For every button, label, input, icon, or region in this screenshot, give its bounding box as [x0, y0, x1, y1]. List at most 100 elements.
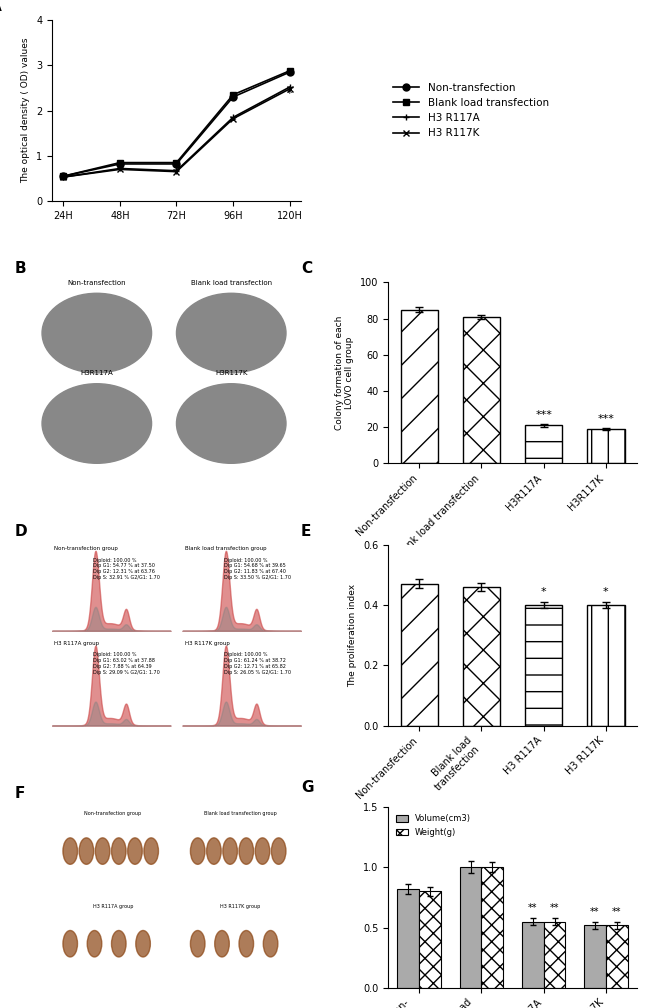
Text: Blank load transfection: Blank load transfection	[190, 280, 272, 286]
Circle shape	[42, 384, 151, 464]
Y-axis label: The optical density ( OD) values: The optical density ( OD) values	[21, 38, 31, 183]
Ellipse shape	[223, 838, 237, 864]
Ellipse shape	[127, 838, 142, 864]
Text: ***: ***	[597, 414, 614, 424]
Ellipse shape	[79, 838, 94, 864]
Text: H3 R117K group: H3 R117K group	[185, 641, 229, 646]
Circle shape	[176, 293, 286, 373]
Ellipse shape	[214, 930, 229, 957]
Bar	[463, 317, 500, 464]
Text: G: G	[301, 780, 313, 795]
Non-transfection	[229, 91, 237, 103]
Text: Diploid: 100.00 %
Dip G1: 54.68 % at 39.65
Dip G2: 11.83 % at 67.40
Dip S: 33.50: Diploid: 100.00 % Dip G1: 54.68 % at 39.…	[224, 557, 291, 580]
Text: D: D	[15, 523, 27, 538]
Non-transfection	[116, 158, 124, 170]
Text: *: *	[230, 116, 236, 126]
Circle shape	[176, 384, 286, 464]
Blank load transfection	[116, 156, 124, 168]
Blank load transfection	[229, 89, 237, 101]
Text: H3 R117A group: H3 R117A group	[92, 904, 133, 909]
Ellipse shape	[263, 930, 278, 957]
H3 R117K	[229, 113, 237, 125]
Ellipse shape	[272, 838, 286, 864]
Blank load transfection	[59, 170, 67, 182]
Bar	[525, 605, 562, 726]
Text: Non-transfection group: Non-transfection group	[55, 546, 118, 551]
Bar	[400, 584, 438, 726]
Ellipse shape	[239, 930, 254, 957]
Text: Blank load transfection group: Blank load transfection group	[185, 546, 266, 551]
Ellipse shape	[190, 838, 205, 864]
Text: Blank load transfection group: Blank load transfection group	[204, 811, 277, 816]
H3 R117K	[172, 165, 180, 177]
Blank load transfection	[286, 65, 294, 77]
H3 R117A	[286, 81, 294, 93]
Text: Diploid: 100.00 %
Dip G1: 61.24 % at 38.72
Dip G2: 12.71 % at 65.82
Dip S: 26.05: Diploid: 100.00 % Dip G1: 61.24 % at 38.…	[224, 652, 291, 674]
Line: Blank load transfection: Blank load transfection	[60, 68, 293, 179]
Bar	[587, 605, 625, 726]
Legend: Volume(cm3), Weight(g): Volume(cm3), Weight(g)	[392, 811, 474, 840]
Text: *: *	[603, 588, 608, 598]
Bar	[525, 425, 562, 464]
Text: H3R117A: H3R117A	[81, 371, 113, 376]
Text: B: B	[15, 261, 26, 276]
Ellipse shape	[190, 930, 205, 957]
Line: H3 R117A: H3 R117A	[60, 84, 293, 180]
H3 R117A	[229, 111, 237, 123]
Text: Diploid: 100.00 %
Dip G1: 54.77 % at 37.50
Dip G2: 12.31 % at 63.76
Dip S: 32.91: Diploid: 100.00 % Dip G1: 54.77 % at 37.…	[94, 557, 161, 580]
Bar	[419, 891, 441, 988]
Ellipse shape	[144, 838, 159, 864]
Bar	[584, 925, 606, 988]
Y-axis label: Colony formation of each
LOVO cell group: Colony formation of each LOVO cell group	[335, 316, 354, 430]
Ellipse shape	[112, 930, 126, 957]
Ellipse shape	[63, 930, 77, 957]
Bar	[400, 309, 438, 464]
Text: ***: ***	[535, 410, 552, 420]
H3 R117K	[286, 83, 294, 95]
Legend: Non-transfection, Blank load transfection, H3 R117A, H3 R117K: Non-transfection, Blank load transfectio…	[393, 83, 549, 138]
Text: H3 R117A group: H3 R117A group	[55, 641, 99, 646]
Ellipse shape	[207, 838, 221, 864]
Circle shape	[42, 293, 151, 373]
Text: Diploid: 100.00 %
Dip G1: 63.02 % at 37.88
Dip G2: 7.88 % at 64.39
Dip S: 29.09 : Diploid: 100.00 % Dip G1: 63.02 % at 37.…	[94, 652, 161, 674]
Text: *: *	[287, 90, 292, 100]
Text: E: E	[301, 523, 311, 538]
Text: *: *	[541, 588, 547, 598]
Ellipse shape	[63, 838, 77, 864]
Line: H3 R117K: H3 R117K	[60, 86, 293, 180]
Ellipse shape	[96, 838, 110, 864]
H3 R117K	[116, 163, 124, 175]
H3 R117A	[116, 162, 124, 174]
Text: **: **	[612, 906, 621, 916]
Text: *: *	[174, 166, 179, 176]
Text: Non-transfection group: Non-transfection group	[84, 811, 141, 816]
Bar	[543, 921, 566, 988]
Text: H3 R117K group: H3 R117K group	[220, 904, 261, 909]
Ellipse shape	[112, 838, 126, 864]
Bar	[606, 925, 628, 988]
Bar	[587, 429, 625, 464]
Text: F: F	[15, 786, 25, 801]
Text: Non-transfection: Non-transfection	[68, 280, 126, 286]
Text: **: **	[550, 903, 559, 913]
Blank load transfection	[172, 156, 180, 168]
H3 R117A	[59, 171, 67, 183]
Non-transfection	[286, 67, 294, 79]
Ellipse shape	[255, 838, 270, 864]
Ellipse shape	[136, 930, 150, 957]
Text: **: **	[590, 906, 600, 916]
Bar	[522, 921, 543, 988]
Ellipse shape	[87, 930, 102, 957]
Bar	[482, 867, 503, 988]
Bar	[463, 587, 500, 726]
Bar	[460, 867, 482, 988]
Bar	[397, 889, 419, 988]
Text: **: **	[528, 903, 538, 913]
Non-transfection	[59, 170, 67, 182]
Text: C: C	[301, 261, 312, 276]
Text: A: A	[0, 0, 1, 14]
Non-transfection	[172, 158, 180, 170]
H3 R117K	[59, 171, 67, 183]
H3 R117A	[172, 164, 180, 176]
Line: Non-transfection: Non-transfection	[60, 69, 293, 179]
